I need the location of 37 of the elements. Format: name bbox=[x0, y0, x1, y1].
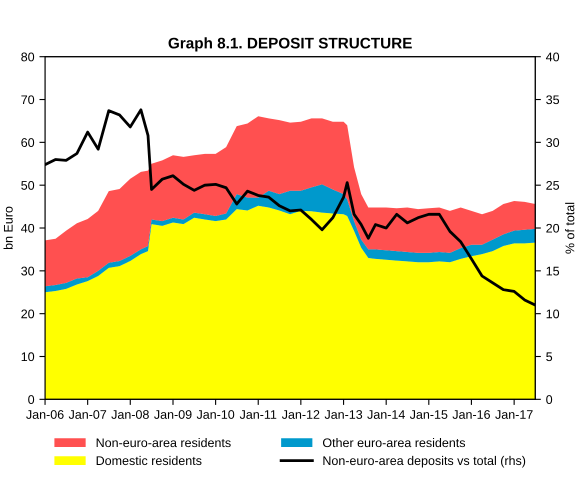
x-tick-label: Jan-12 bbox=[282, 410, 320, 419]
x-tick-label: Jan-11 bbox=[240, 410, 276, 419]
y2-tick-label: 35 bbox=[546, 95, 560, 104]
y2-axis-title: % of total bbox=[565, 202, 574, 254]
y-tick-label: 30 bbox=[21, 266, 34, 276]
y2-tick-label: 5 bbox=[546, 352, 552, 362]
legend-label: Other euro-area residents bbox=[322, 438, 466, 448]
x-tick-label: Jan-16 bbox=[452, 410, 490, 419]
y-tick-label: 20 bbox=[21, 309, 34, 318]
x-tick-label: Jan-15 bbox=[410, 410, 448, 419]
y-tick-label: 10 bbox=[22, 352, 34, 362]
x-tick-label: Jan-17 bbox=[495, 410, 533, 419]
x-tick-label: Jan-13 bbox=[324, 410, 362, 419]
legend-label: Non-euro-area residents bbox=[96, 438, 231, 448]
y-tick-label: 60 bbox=[21, 138, 34, 148]
x-tick-label: Jan-10 bbox=[196, 410, 234, 419]
chart-title: Graph 8.1. DEPOSIT STRUCTURE bbox=[168, 37, 412, 52]
y-tick-label: 0 bbox=[28, 395, 34, 404]
y2-tick-label: 40 bbox=[546, 52, 560, 62]
y-tick-label: 50 bbox=[21, 180, 34, 190]
y-axis-title: bn Euro bbox=[4, 206, 13, 250]
x-tick-label: Jan-14 bbox=[367, 410, 405, 419]
legend-label: Domestic residents bbox=[96, 456, 202, 466]
x-tick-label: Jan-09 bbox=[154, 410, 192, 419]
y2-tick-label: 10 bbox=[546, 309, 560, 318]
y-tick-label: 70 bbox=[21, 95, 34, 104]
y2-tick-label: 20 bbox=[546, 224, 560, 233]
y2-tick-label: 25 bbox=[546, 180, 560, 190]
x-tick-label: Jan-08 bbox=[111, 410, 149, 419]
y-tick-label: 80 bbox=[21, 52, 34, 62]
y2-tick-label: 15 bbox=[546, 266, 560, 276]
y2-tick-label: 30 bbox=[546, 138, 560, 148]
x-tick-label: Jan-06 bbox=[26, 410, 64, 419]
x-tick-label: Jan-07 bbox=[68, 410, 106, 419]
legend-label: Non-euro-area deposits vs total (rhs) bbox=[323, 456, 526, 468]
y2-tick-label: 0 bbox=[546, 395, 552, 404]
y-tick-label: 40 bbox=[21, 224, 34, 233]
